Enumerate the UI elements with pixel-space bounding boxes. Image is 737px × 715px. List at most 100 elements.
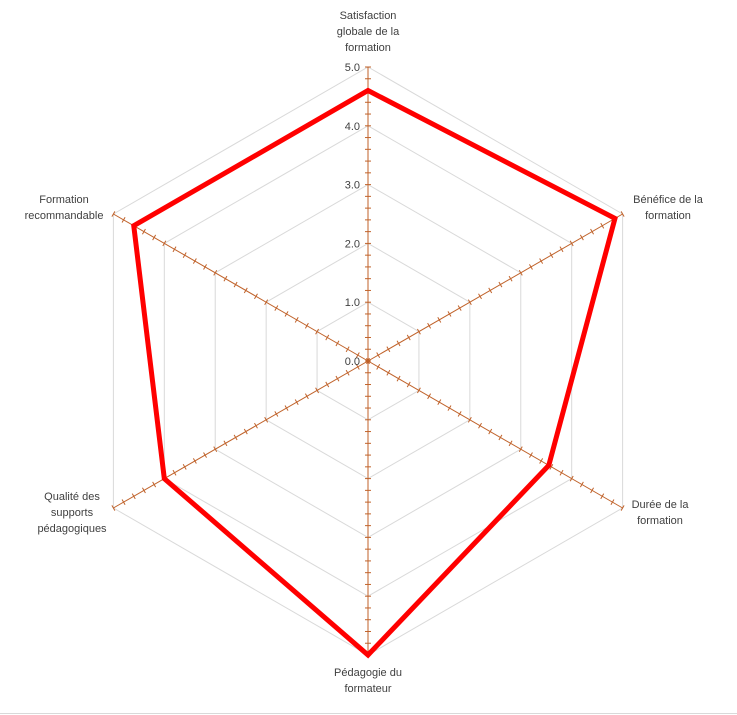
axis-tick-4-18 [182, 463, 187, 470]
axis-tick-1-21 [579, 234, 584, 241]
axis-tick-1-16 [529, 264, 533, 270]
axis-tick-1-11 [478, 293, 482, 300]
axis-tick-4-14 [223, 440, 228, 447]
axis-tick-2-22 [590, 487, 594, 494]
axis-tick-4-17 [192, 458, 197, 464]
axis-tick-2-3 [396, 375, 401, 382]
axis-line-1 [367, 213, 623, 362]
axis-tick-4-16 [203, 452, 207, 458]
axis-tick-5-9 [274, 305, 279, 311]
axis-tick-5-12 [243, 287, 248, 294]
axis-tick-4-25 [111, 505, 116, 511]
axis-tick-2-21 [579, 481, 584, 488]
bottom-divider [0, 713, 737, 714]
axis-tick-4-2 [345, 369, 350, 376]
tick-label-4.0: 4.0 [345, 121, 360, 133]
axis-tick-1-19 [559, 246, 564, 253]
axis-tick-2-24 [610, 499, 615, 505]
axis-tick-1-9 [457, 305, 462, 311]
axis-tick-1-2 [386, 346, 391, 353]
category-label-satisfaction: Satisfaction globale de la formation [336, 10, 400, 54]
axis-tick-4-1 [355, 364, 360, 370]
axis-tick-1-25 [620, 211, 625, 217]
axis-tick-4-3 [335, 375, 340, 382]
category-label-recommandable: Formation recommandable [24, 194, 104, 222]
axis-tick-4-13 [233, 434, 238, 441]
category-label-pedagogie: Pédagogie du formateur [334, 667, 402, 695]
axis-tick-2-7 [437, 399, 442, 406]
axis-tick-4-7 [294, 399, 299, 406]
axis-tick-2-4 [406, 381, 411, 388]
axis-tick-4-23 [131, 493, 136, 500]
axis-tick-2-1 [376, 364, 381, 370]
axis-tick-4-4 [325, 381, 330, 388]
axis-tick-1-7 [437, 316, 442, 323]
series-line-0 [131, 87, 618, 659]
axis-tick-5-11 [254, 293, 258, 300]
axis-tick-5-4 [325, 334, 330, 341]
axis-tick-5-0 [366, 358, 370, 364]
axis-tick-1-22 [590, 228, 594, 235]
tick-label-2.0: 2.0 [345, 238, 360, 250]
axis-tick-2-19 [559, 469, 564, 476]
axis-tick-1-18 [549, 252, 554, 259]
axis-tick-5-6 [304, 322, 309, 329]
axis-tick-2-15 [518, 446, 523, 453]
axis-tick-4-11 [254, 422, 258, 429]
axis-tick-4-8 [284, 405, 289, 411]
tick-label-1.0: 1.0 [345, 297, 360, 309]
axis-tick-1-17 [539, 258, 544, 264]
axis-tick-5-5 [315, 328, 320, 335]
axis-tick-5-24 [121, 217, 126, 223]
axis-line-2 [367, 360, 623, 509]
axis-tick-2-18 [549, 463, 554, 470]
axis-tick-1-20 [569, 240, 574, 247]
axis-tick-2-14 [508, 440, 513, 447]
axis-tick-1-4 [406, 334, 411, 341]
axis-line-5 [113, 213, 369, 362]
axis-tick-5-21 [152, 234, 157, 241]
axis-tick-5-2 [345, 346, 350, 353]
axis-tick-1-3 [396, 340, 401, 347]
axis-tick-2-12 [488, 428, 493, 435]
axis-tick-5-22 [142, 228, 146, 235]
axis-tick-2-10 [467, 416, 472, 423]
axis-tick-1-14 [508, 275, 513, 282]
axis-tick-5-7 [294, 316, 299, 323]
axis-tick-2-16 [529, 452, 533, 458]
category-label-qualite: Qualité des supports pédagogiques [37, 491, 107, 535]
axis-tick-1-13 [498, 281, 503, 288]
tick-label-0.0: 0.0 [345, 356, 360, 368]
axis-tick-5-19 [172, 246, 177, 253]
axis-tick-1-10 [467, 299, 472, 306]
axis-tick-4-24 [121, 499, 126, 505]
axis-tick-2-25 [620, 505, 625, 511]
axis-tick-5-20 [162, 240, 167, 247]
axis-tick-4-5 [315, 387, 320, 394]
axis-tick-1-23 [600, 222, 605, 229]
axis-tick-5-16 [203, 264, 207, 270]
radar-tick-labels: 0.0 1.0 2.0 3.0 4.0 5.0 [345, 62, 360, 368]
axis-tick-1-12 [488, 287, 493, 294]
category-label-duree: Durée de la formation [631, 499, 689, 527]
axis-tick-5-1 [355, 352, 360, 358]
axis-tick-5-3 [335, 340, 340, 347]
axis-tick-5-15 [213, 269, 218, 276]
axis-tick-4-15 [213, 446, 218, 453]
axis-tick-2-5 [416, 387, 421, 394]
axis-tick-2-11 [478, 422, 482, 429]
axis-tick-5-18 [182, 252, 187, 259]
axis-tick-5-13 [233, 281, 238, 288]
axis-tick-5-10 [264, 299, 269, 306]
axis-tick-4-9 [274, 411, 279, 417]
axis-tick-4-6 [304, 393, 309, 400]
axis-tick-4-19 [172, 469, 177, 476]
axis-tick-2-13 [498, 434, 503, 441]
axis-tick-2-6 [427, 393, 432, 400]
axis-tick-5-14 [223, 275, 228, 282]
radar-axes [111, 66, 625, 656]
radar-series [131, 87, 618, 659]
axis-tick-1-5 [416, 328, 421, 335]
tick-label-3.0: 3.0 [345, 180, 360, 192]
axis-line-4 [113, 360, 369, 509]
